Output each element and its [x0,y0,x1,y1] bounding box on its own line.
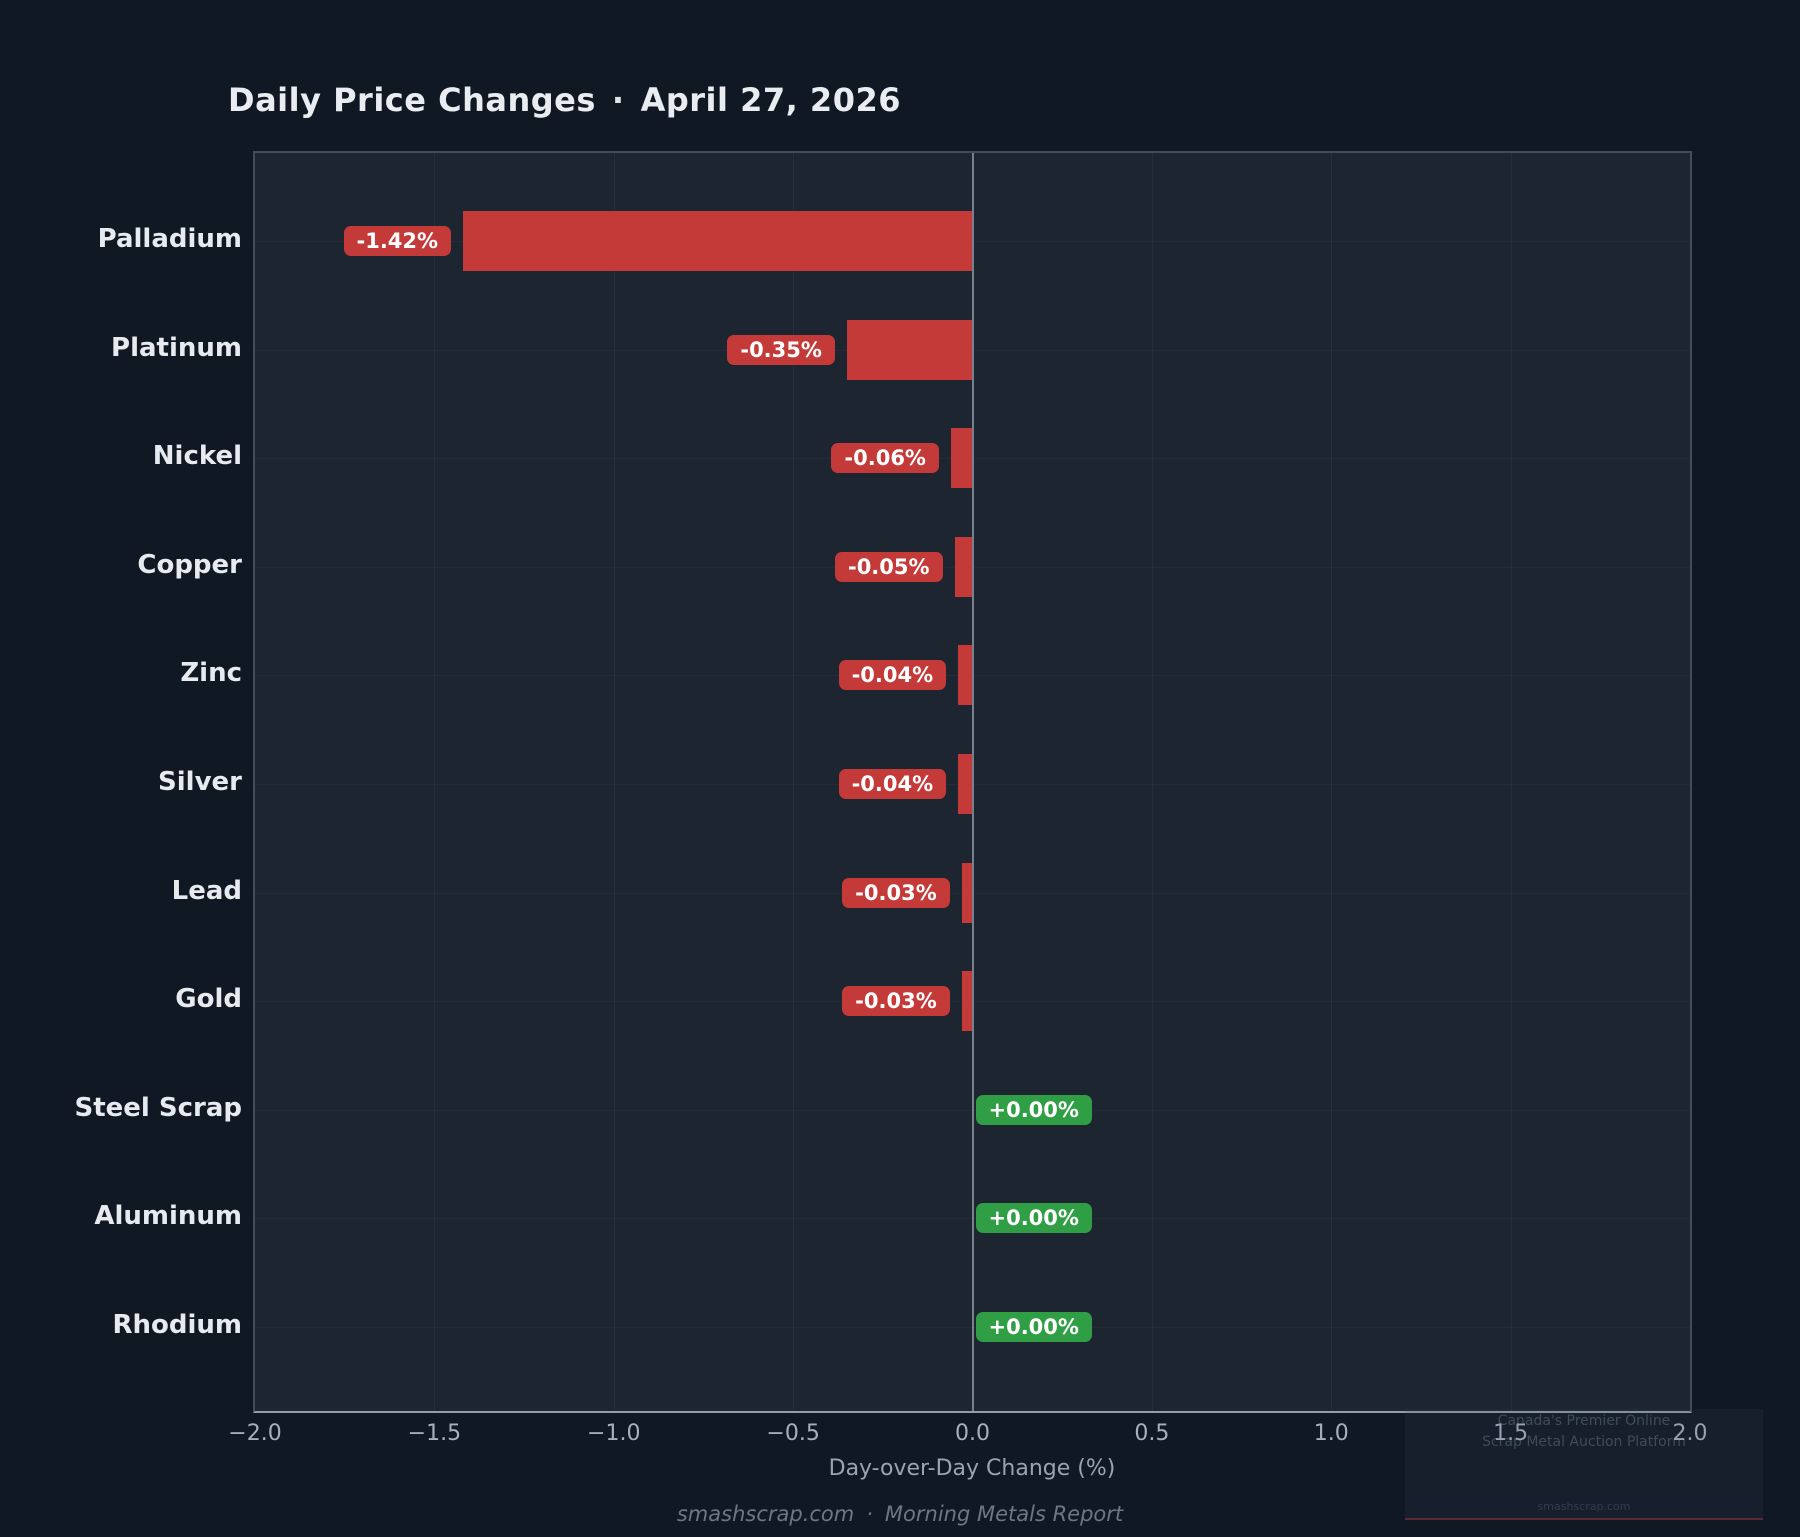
watermark-panel: Canada's Premier Online Scrap Metal Auct… [1405,1409,1763,1520]
footer-separator: · [866,1502,873,1526]
vertical-gridline [793,153,795,1411]
bar-gold [961,971,973,1032]
x-tick-label: −1.5 [407,1421,462,1446]
category-label-aluminum: Aluminum [94,1201,242,1232]
bar-platinum [846,319,973,380]
footer-credit: smashscrap.com · Morning Metals Report [0,1502,1800,1526]
bar-nickel [951,428,973,489]
bar-lead [961,862,973,923]
vertical-gridline [1331,153,1333,1411]
watermark-line-2: Scrap Metal Auction Platform [1482,1434,1686,1450]
x-tick-label: 1.5 [1493,1421,1529,1446]
x-tick-label: −2.0 [228,1421,282,1446]
value-badge-steel-scrap: +0.00% [975,1094,1092,1125]
value-badge-zinc: -0.04% [838,660,947,691]
footer-site: smashscrap.com [676,1502,855,1526]
vertical-gridline [1510,153,1512,1411]
value-badge-aluminum: +0.00% [975,1203,1092,1234]
category-label-copper: Copper [137,549,242,580]
x-tick-label: −0.5 [766,1421,820,1446]
vertical-gridline [613,153,615,1411]
plot-area: -1.42% -0.35% -0.06% -0.05% -0.04% -0.04% -0.0… [253,151,1692,1413]
vertical-gridline [1151,153,1153,1411]
chart-title-text: Daily Price Changes [228,81,596,119]
bar-silver [958,754,973,814]
x-tick-label: −1.0 [587,1421,641,1446]
x-tick-label: 1.0 [1313,1421,1349,1446]
value-badge-gold: -0.03% [842,986,950,1017]
x-tick-label: 0.0 [955,1421,990,1446]
category-label-silver: Silver [158,767,242,797]
category-label-gold: Gold [175,984,242,1015]
category-label-rhodium: Rhodium [112,1310,242,1340]
category-label-palladium: Palladium [97,224,242,254]
value-badge-rhodium: +0.00% [975,1312,1092,1342]
value-badge-silver: -0.04% [838,769,947,799]
x-axis-title: Day-over-Day Change (%) [828,1456,1116,1481]
x-tick-label: 2.0 [1672,1421,1708,1446]
category-label-steel-scrap: Steel Scrap [74,1092,242,1123]
value-badge-platinum: -0.35% [727,334,835,365]
bar-zinc [958,645,973,706]
chart-title: Daily Price Changes · April 27, 2026 [228,80,901,120]
category-label-zinc: Zinc [180,658,242,689]
watermark-site: smashscrap.com [1537,1500,1631,1513]
bar-copper [954,536,973,597]
bar-palladium [463,211,973,271]
category-label-nickel: Nickel [152,441,242,472]
zero-baseline [971,153,974,1411]
value-badge-nickel: -0.06% [831,443,939,474]
x-tick-label: 0.5 [1134,1421,1170,1446]
value-badge-copper: -0.05% [834,551,943,582]
vertical-gridline [434,153,436,1411]
chart-title-separator: · [611,81,625,119]
watermark-line-1: Canada's Premier Online [1497,1413,1671,1429]
chart-title-date: April 27, 2026 [640,81,901,119]
footer-report: Morning Metals Report [884,1502,1124,1526]
category-label-platinum: Platinum [111,332,242,363]
value-badge-palladium: -1.42% [343,226,452,256]
value-badge-lead: -0.03% [842,877,950,908]
category-label-lead: Lead [171,875,242,906]
